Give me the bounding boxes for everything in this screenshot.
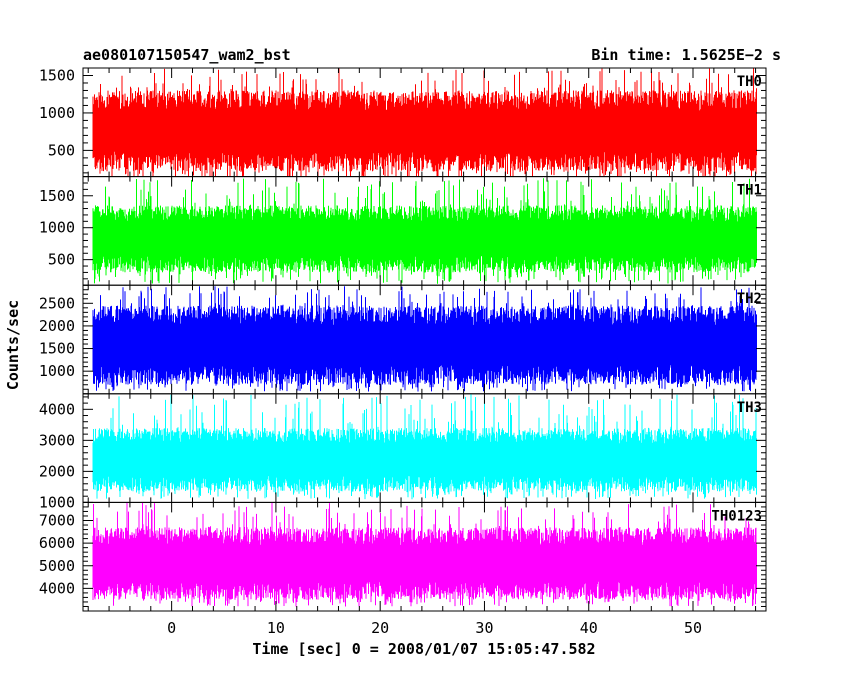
- y-tick-label: 1000: [39, 219, 75, 237]
- panel-label: TH0123: [711, 508, 762, 524]
- panel-label: TH3: [737, 400, 762, 416]
- x-tick-label: 30: [475, 619, 493, 637]
- series-th0123: [92, 502, 757, 607]
- y-tick-label: 2000: [39, 317, 75, 335]
- y-tick-label: 3000: [39, 431, 75, 449]
- x-axis: 0 10 20 30 40 50: [167, 619, 702, 637]
- panel-th0123: 4000 5000 6000 7000 TH0123: [39, 501, 767, 612]
- panel-label: TH1: [737, 183, 762, 199]
- y-tick-label: 1000: [39, 493, 75, 511]
- y-tick-label: 5000: [39, 557, 75, 575]
- x-tick-label: 10: [267, 619, 285, 637]
- y-tick-label: 4000: [39, 400, 75, 418]
- series-th2: [92, 286, 757, 392]
- y-axis-label: Counts/sec: [4, 300, 22, 390]
- y-tick-label: 2000: [39, 462, 75, 480]
- y-tick-label: 500: [48, 251, 75, 269]
- panel-label: TH0: [737, 74, 762, 90]
- chart-title: ae080107150547_wam2_bst: [83, 46, 291, 64]
- panel-th0: 500 1000 1500 TH0: [39, 66, 767, 178]
- y-tick-label: 1500: [39, 187, 75, 205]
- series-th1: [92, 178, 757, 284]
- panel-th3: 1000 2000 3000 4000 TH3: [39, 393, 767, 511]
- y-tick-label: 1000: [39, 104, 75, 122]
- y-tick-label: 7000: [39, 512, 75, 530]
- y-tick-label: 500: [48, 141, 75, 159]
- chart-subtitle: Bin time: 1.5625E−2 s: [591, 46, 781, 64]
- y-tick-label: 2500: [39, 294, 75, 312]
- series-th3: [92, 394, 757, 500]
- y-tick-label: 1000: [39, 362, 75, 380]
- y-tick-label: 1500: [39, 66, 75, 84]
- panel-label: TH2: [737, 291, 762, 307]
- panel-th1: 500 1000 1500 TH1: [39, 176, 767, 286]
- x-tick-label: 50: [684, 619, 702, 637]
- x-tick-label: 0: [167, 619, 176, 637]
- x-axis-label: Time [sec] 0 = 2008/01/07 15:05:47.582: [252, 640, 595, 658]
- y-tick-label: 4000: [39, 579, 75, 597]
- series-th0: [92, 68, 757, 177]
- y-tick-label: 1500: [39, 340, 75, 358]
- x-tick-label: 40: [580, 619, 598, 637]
- x-tick-label: 20: [371, 619, 389, 637]
- y-tick-label: 6000: [39, 534, 75, 552]
- panel-th2: 1000 1500 2000 2500 TH2: [39, 284, 767, 395]
